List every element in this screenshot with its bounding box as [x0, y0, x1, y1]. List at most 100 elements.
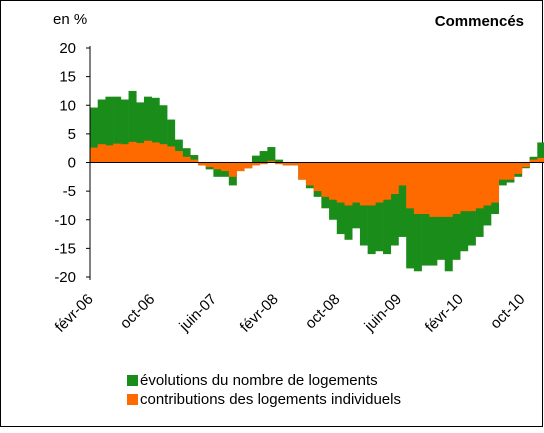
chart-title: Commencés: [435, 13, 524, 30]
legend-label: contributions des logements individuels: [140, 391, 401, 408]
bar: [197, 162, 206, 166]
y-tick-label: -10: [54, 212, 76, 229]
bar: [537, 142, 544, 163]
bar: [228, 162, 237, 177]
bar: [413, 162, 422, 215]
bar: [475, 162, 484, 209]
bar: [97, 99, 106, 163]
bar: [329, 162, 338, 200]
bar: [128, 141, 137, 163]
y-tick-label: 20: [59, 40, 76, 57]
bar: [267, 160, 276, 163]
legend-swatch: [127, 375, 138, 386]
bar: [128, 90, 137, 163]
bar: [483, 162, 492, 206]
bar: [159, 144, 168, 163]
bar: [282, 162, 291, 166]
bar: [136, 102, 145, 163]
bar: [236, 162, 245, 172]
y-axis-label: en %: [53, 11, 87, 28]
bar: [251, 155, 260, 163]
y-tick-label: -5: [63, 183, 76, 200]
bar: [213, 162, 222, 170]
bar: [151, 97, 160, 163]
bar: [244, 162, 253, 169]
bar: [421, 162, 430, 215]
y-tick-label: -20: [54, 269, 76, 286]
bar: [205, 162, 214, 168]
bar: [359, 162, 368, 206]
bar: [437, 162, 446, 217]
bar: [352, 162, 361, 203]
bar: [113, 143, 122, 163]
y-tick-label: 0: [68, 155, 76, 172]
bar: [259, 151, 268, 163]
bar: [97, 144, 106, 163]
bar: [413, 162, 422, 272]
bar: [367, 162, 376, 206]
bar: [159, 105, 168, 163]
bar: [521, 162, 530, 168]
bar: [113, 96, 122, 163]
bar: [182, 156, 191, 163]
bar: [383, 162, 392, 200]
bar: [174, 151, 183, 163]
bar: [406, 162, 415, 209]
bar: [151, 142, 160, 163]
bar: [529, 159, 538, 163]
bar: [298, 162, 307, 180]
bar: [267, 147, 276, 163]
bar: [498, 162, 507, 180]
bar: [305, 162, 314, 186]
bar: [452, 162, 461, 215]
bar: [167, 146, 176, 163]
bar: [491, 162, 500, 203]
bar: [90, 107, 99, 163]
bar: [190, 159, 199, 163]
bar: [444, 162, 453, 217]
bar: [275, 162, 284, 165]
bar: [390, 162, 399, 246]
bar: [506, 162, 515, 180]
bar: [251, 162, 260, 166]
bar: [390, 162, 399, 194]
bar: [90, 147, 99, 163]
bar: [221, 162, 230, 172]
bar: [398, 162, 407, 237]
bar: [290, 162, 299, 166]
bar: [467, 162, 476, 212]
legend-label: évolutions du nombre de logements: [140, 372, 378, 389]
bar: [105, 96, 114, 163]
bar: [344, 162, 353, 206]
bar: [460, 162, 469, 212]
bar: [514, 162, 523, 174]
bar: [143, 140, 152, 163]
bar: [190, 155, 199, 163]
bar: [136, 143, 145, 163]
bar: [313, 162, 322, 192]
bar: [120, 99, 129, 163]
bar: [213, 162, 222, 177]
bar: [336, 162, 345, 203]
bar: [375, 162, 384, 203]
bar: [167, 119, 176, 163]
bar: [275, 159, 284, 163]
y-tick-label: -15: [54, 240, 76, 257]
bar: [375, 162, 384, 252]
y-tick-label: 10: [59, 97, 76, 114]
bar: [383, 162, 392, 255]
bar: [105, 145, 114, 163]
legend-swatch: [127, 394, 138, 405]
y-tick-label: 15: [59, 69, 76, 86]
bar: [537, 157, 544, 163]
bar: [259, 162, 268, 165]
bar: [321, 162, 330, 197]
y-tick-label: 5: [68, 126, 76, 143]
bar: [182, 148, 191, 163]
bar: [429, 162, 438, 217]
bar: [367, 162, 376, 255]
bar: [143, 96, 152, 163]
bar: [120, 144, 129, 163]
bar: [406, 162, 415, 269]
